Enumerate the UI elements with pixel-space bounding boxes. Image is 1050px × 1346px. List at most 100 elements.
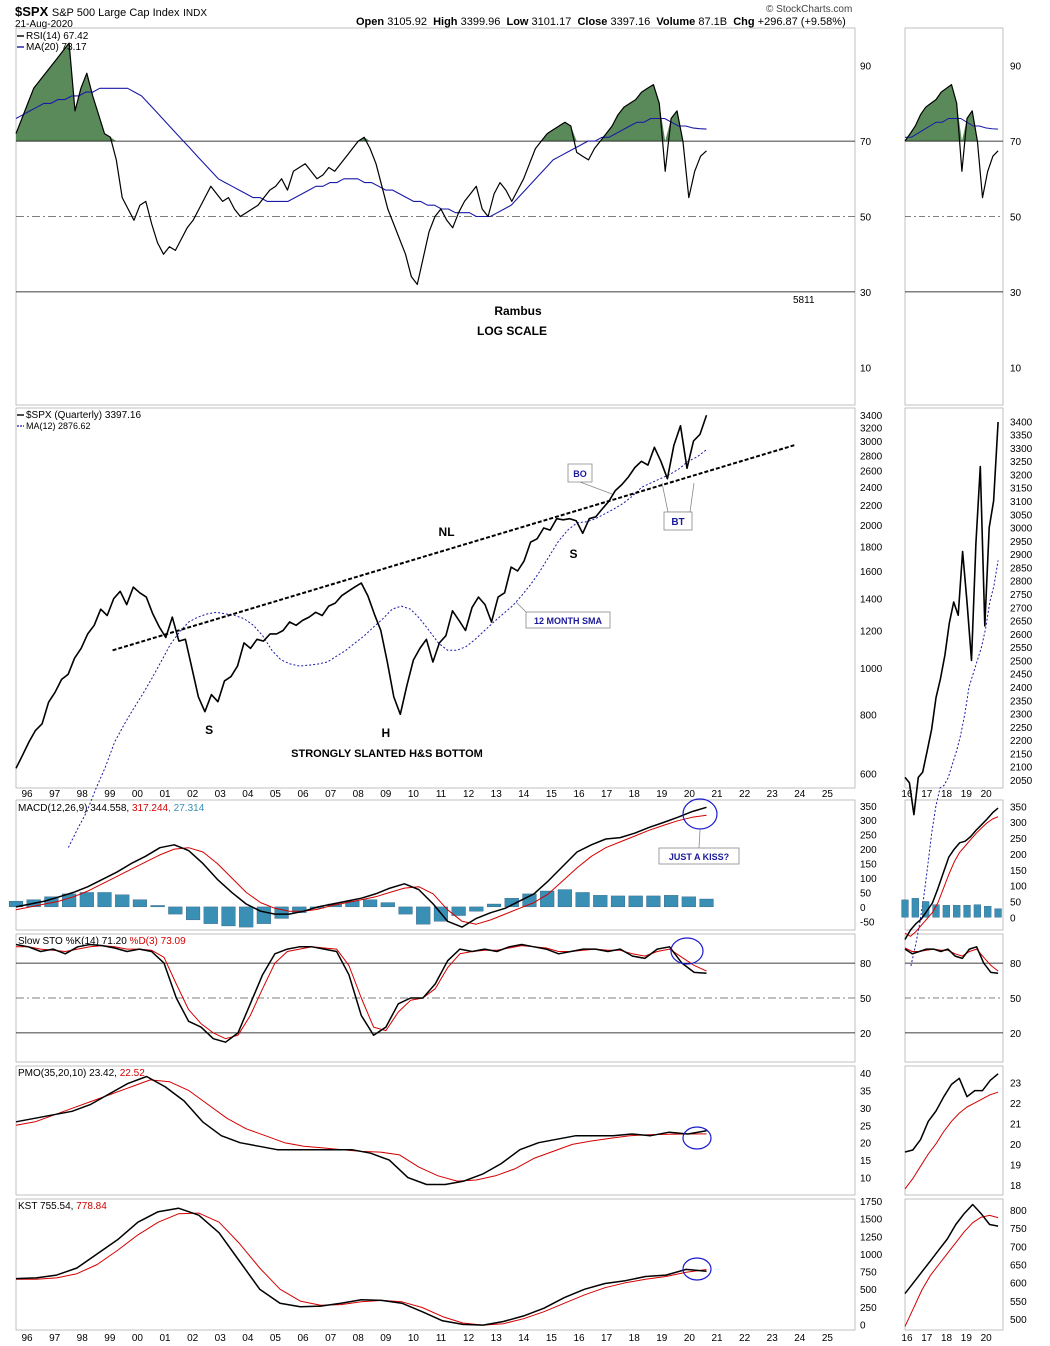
macd-histogram-bar (416, 906, 431, 925)
side-price-tick-label: 2850 (1010, 563, 1033, 574)
x-tick-label: 98 (77, 1333, 89, 1344)
side-price-tick-label: 2300 (1010, 710, 1033, 721)
price-tick-label: 3000 (860, 437, 883, 448)
side-pmo-line (904, 1073, 999, 1153)
x-tick-label: 12 (463, 1333, 475, 1344)
x-tick-label: 16 (573, 789, 585, 800)
sto-d-line (16, 945, 707, 1040)
side-macd-histogram-bar (953, 905, 961, 918)
chart-title: $SPX S&P 500 Large Cap Index INDX (15, 4, 207, 19)
side-x-tick-label: 16 (901, 789, 913, 800)
x-tick-label: 14 (518, 789, 530, 800)
macd-histogram-bar (469, 906, 484, 912)
ohlc-readout: Open 3105.92 High 3399.96 Low 3101.17 Cl… (356, 16, 846, 28)
sto-tick-label: 50 (860, 994, 872, 1005)
pmo-legend-main: PMO(35,20,10) 23.42, (18, 1068, 120, 1079)
side-price-tick-label: 2100 (1010, 763, 1033, 774)
side-price-tick-label: 3250 (1010, 457, 1033, 468)
panel-frame-price (15, 407, 856, 789)
annotation-left-shoulder: S (205, 723, 213, 737)
side-price-tick-label: 3200 (1010, 470, 1033, 481)
rsi-overbought-fill (16, 43, 707, 142)
price-line (15, 415, 708, 769)
side-macd-tick-label: 250 (1010, 834, 1027, 845)
macd-tick-label: 0 (860, 903, 866, 914)
side-price-tick-label: 2500 (1010, 656, 1033, 667)
x-tick-label: 10 (408, 1333, 420, 1344)
side-macd-tick-label: 350 (1010, 802, 1027, 813)
macd-histogram-bar (664, 895, 679, 908)
side-sto-tick-label: 80 (1010, 959, 1022, 970)
x-tick-label: 19 (656, 789, 668, 800)
annotation-bo-box (567, 463, 613, 495)
kst-tick-label: 1000 (860, 1250, 883, 1261)
macd-histogram-bar (398, 906, 413, 915)
x-tick-label: 20 (684, 1333, 696, 1344)
x-tick-label: 01 (159, 1333, 171, 1344)
x-tick-label: 00 (132, 1333, 144, 1344)
macd-legend-signal: 317.244 (132, 803, 169, 814)
pmo-tick-label: 30 (860, 1104, 872, 1115)
macd-histogram-bar (681, 896, 696, 908)
price-tick-label: 3200 (860, 424, 883, 435)
x-tick-label: 96 (21, 1333, 33, 1344)
macd-histogram-bar (79, 892, 94, 908)
panel-frame-kst (15, 1198, 856, 1331)
x-tick-label: 18 (629, 1333, 641, 1344)
x-tick-label: 03 (215, 1333, 227, 1344)
sto-legend: Slow STO %K(14) 71.20 %D(3) 73.09 (18, 936, 186, 947)
annotation-count: 5811 (793, 295, 815, 306)
side-price-tick-label: 2350 (1010, 696, 1033, 707)
x-tick-label: 25 (822, 789, 834, 800)
side-price-tick-label: 2800 (1010, 577, 1033, 588)
x-tick-label: 17 (601, 1333, 613, 1344)
kst-tick-label: 0 (860, 1320, 866, 1331)
sto-tick-label: 20 (860, 1029, 872, 1040)
side-pmo-tick-label: 20 (1010, 1140, 1022, 1151)
macd-histogram-bar (363, 899, 378, 908)
side-pmo-tick-label: 18 (1010, 1181, 1022, 1192)
side-macd-signal-line (904, 816, 999, 937)
side-price-tick-label: 2650 (1010, 617, 1033, 628)
rsi-tick-label: 10 (860, 363, 872, 374)
price-tick-label: 3400 (860, 411, 883, 422)
x-tick-label: 11 (436, 789, 447, 800)
side-x-tick-label: 16 (901, 1333, 913, 1344)
x-tick-label: 08 (353, 1333, 365, 1344)
x-tick-label: 22 (739, 789, 751, 800)
price-tick-label: 2600 (860, 467, 883, 478)
x-tick-label: 05 (270, 1333, 282, 1344)
macd-tick-label: -50 (860, 917, 875, 928)
side-macd-histogram-bar (901, 899, 909, 918)
x-tick-label: 23 (767, 1333, 779, 1344)
side-x-tick-label: 17 (921, 1333, 933, 1344)
kst-legend-signal: 778.84 (76, 1201, 107, 1212)
high-value: 3399.96 (460, 16, 501, 28)
x-tick-label: 15 (546, 789, 558, 800)
macd-histogram-bar (256, 906, 271, 924)
side-kst-line (904, 1203, 999, 1295)
side-kst-tick-label: 800 (1010, 1206, 1027, 1217)
side-x-tick-label: 18 (941, 1333, 953, 1344)
kst-highlight-circle (682, 1257, 712, 1281)
x-tick-label: 98 (77, 789, 89, 800)
x-tick-label: 24 (794, 789, 806, 800)
macd-histogram-bar (504, 898, 519, 908)
macd-histogram-bar (575, 892, 590, 908)
side-panel-frame-macd (904, 799, 1004, 931)
side-rsi-tick-label: 90 (1010, 62, 1022, 73)
pmo-tick-label: 35 (860, 1086, 872, 1097)
side-price-tick-label: 2700 (1010, 603, 1033, 614)
macd-line (15, 806, 707, 928)
x-tick-label: 13 (491, 789, 503, 800)
side-kst-tick-label: 700 (1010, 1242, 1027, 1253)
sto-legend-d: %D(3) 73.09 (130, 936, 187, 947)
side-macd-histogram-bar (932, 904, 940, 918)
side-pmo-tick-label: 22 (1010, 1099, 1022, 1110)
annotation-log-scale: LOG SCALE (477, 324, 547, 338)
kst-tick-label: 750 (860, 1268, 877, 1279)
sto-highlight-circle (670, 937, 704, 965)
volume-value: 87.1B (698, 16, 728, 28)
side-panel-frame-pmo (904, 1065, 1004, 1196)
